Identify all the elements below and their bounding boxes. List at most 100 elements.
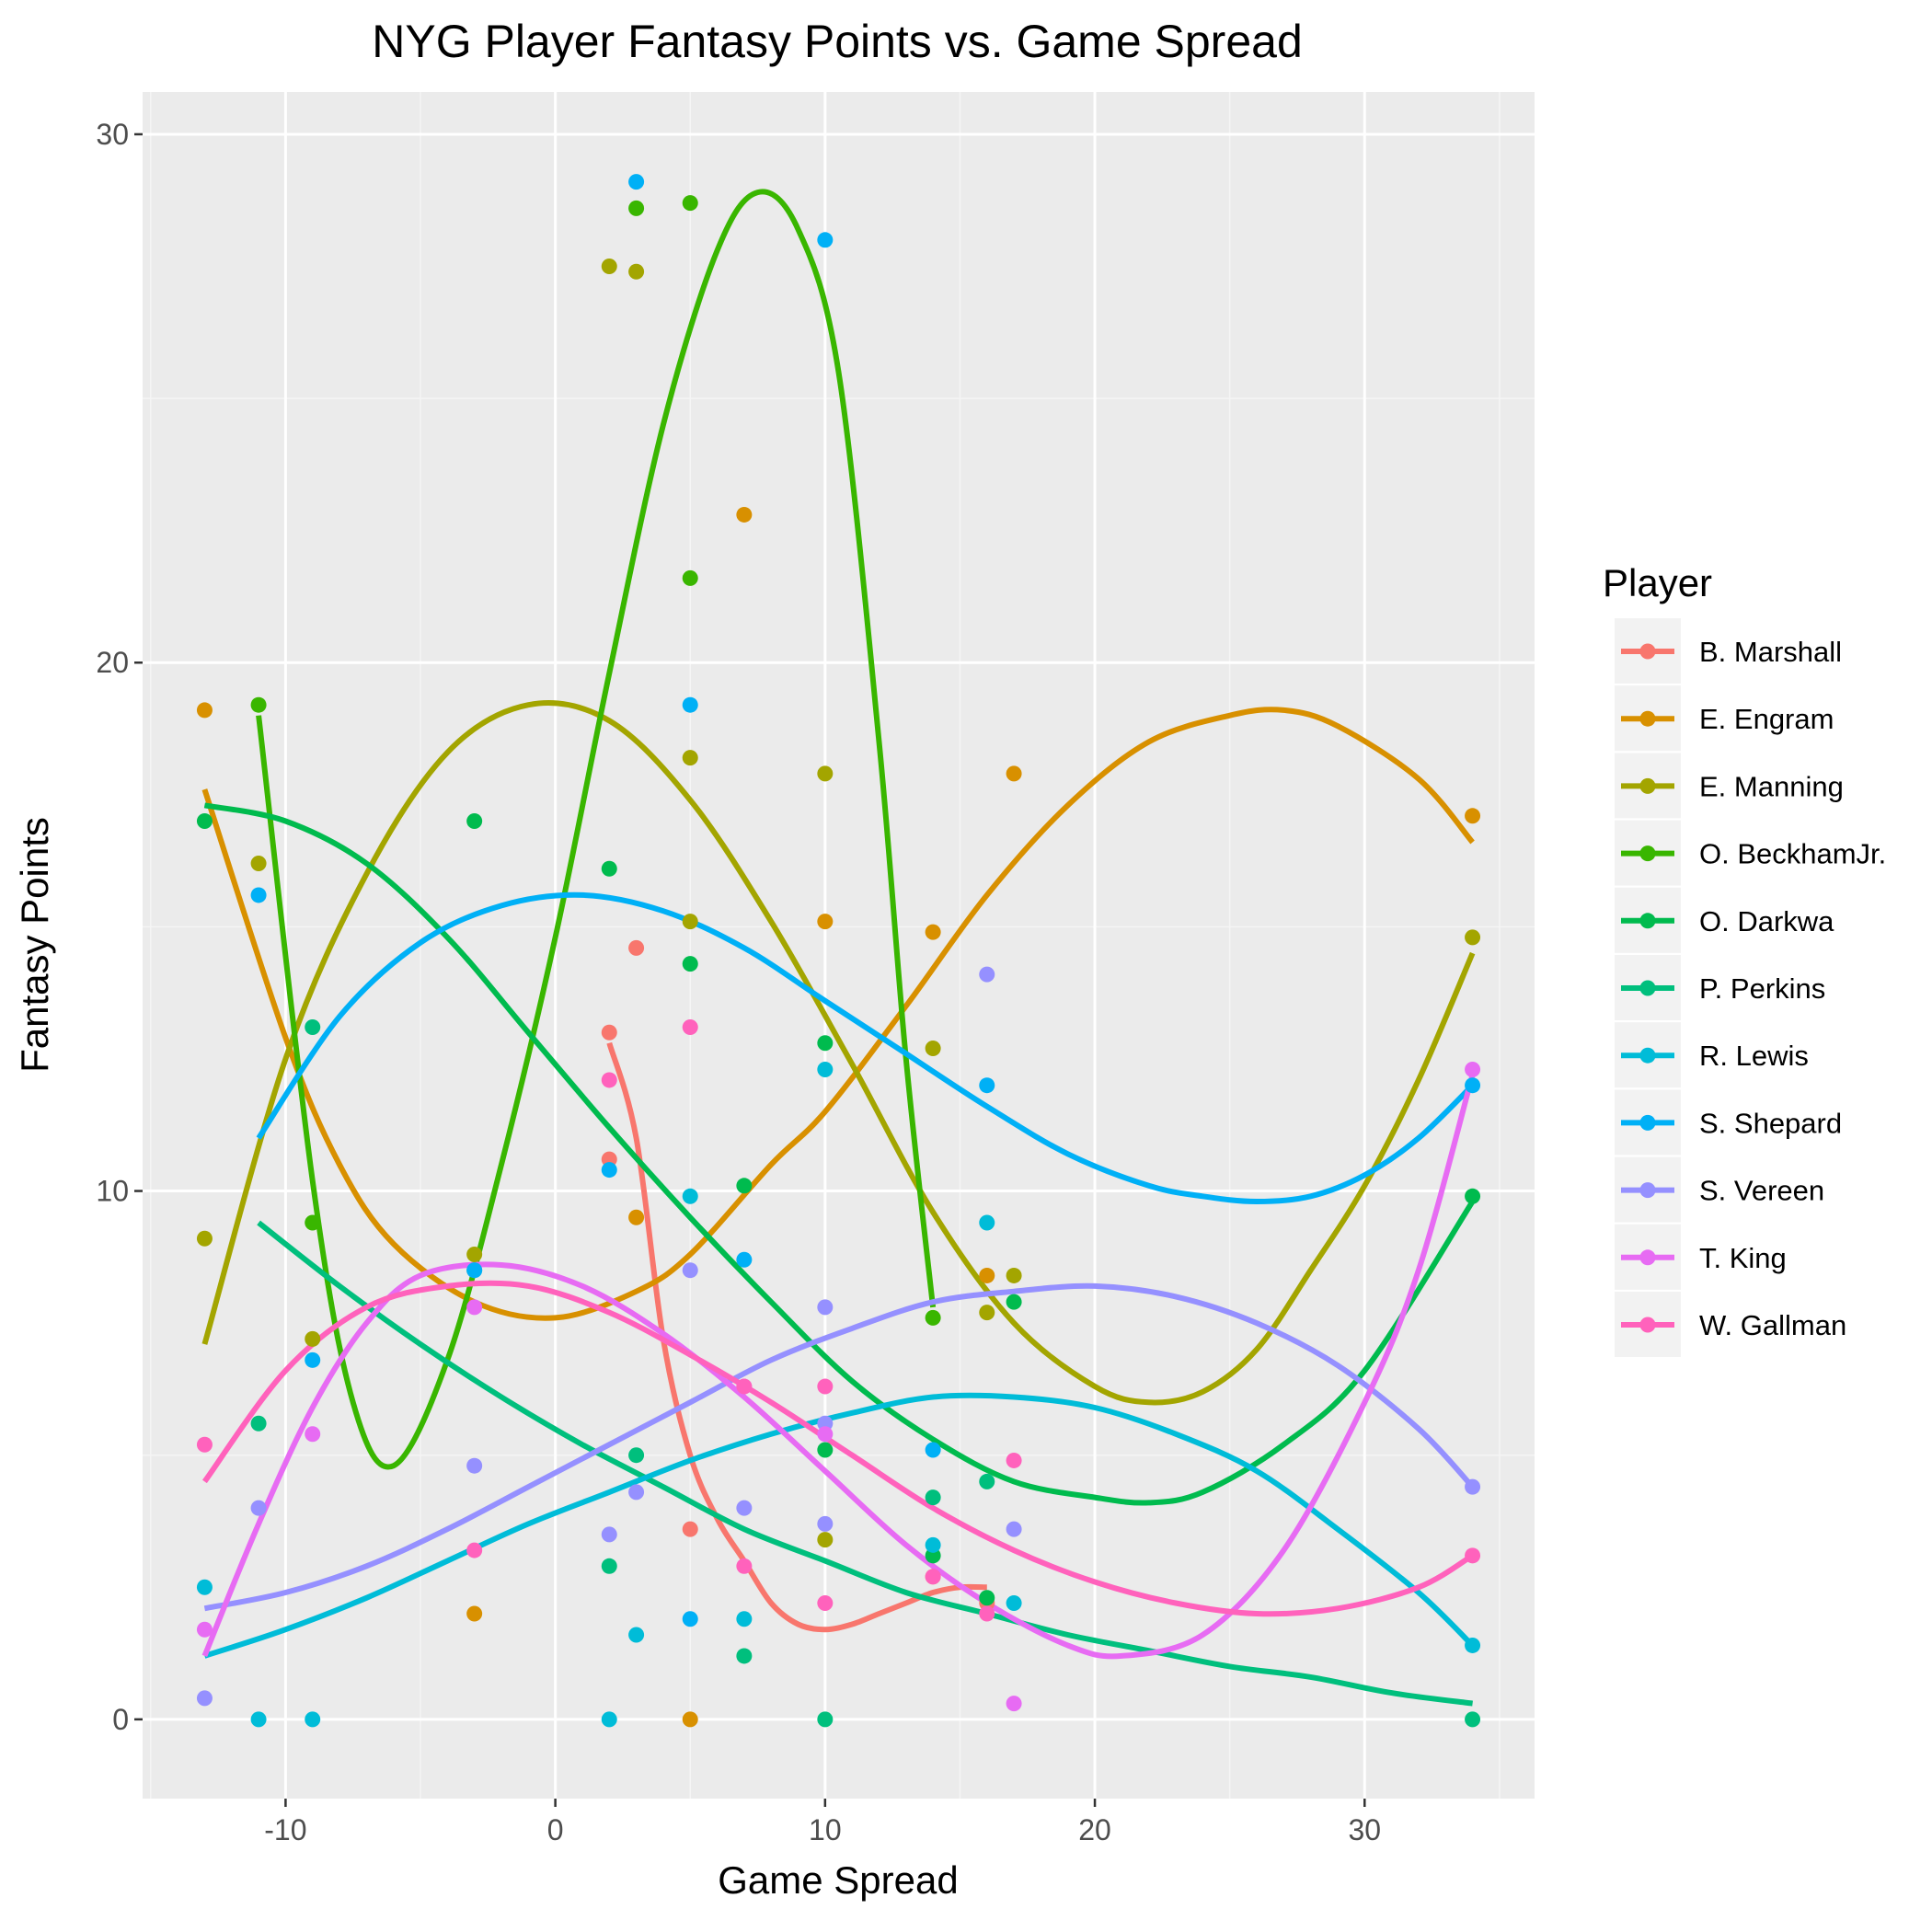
point-s-vereen — [250, 1500, 267, 1516]
point-e-manning — [817, 765, 834, 782]
point-r-lewis — [305, 1711, 321, 1728]
legend: Player B. Marshall E. Engram E. Manning O. … — [1603, 561, 1886, 1357]
point-p-perkins — [979, 1473, 995, 1489]
legend-item-w-gallman: W. Gallman — [1615, 1292, 1846, 1357]
data-points — [196, 174, 1481, 1728]
legend-key-point — [1639, 913, 1656, 929]
legend-key-point — [1639, 777, 1656, 794]
point-s-vereen — [466, 1457, 483, 1474]
curve-o-darkwa — [203, 802, 1476, 1506]
point-s-vereen — [817, 1515, 834, 1532]
point-o-beckhamjr — [925, 1309, 941, 1326]
point-o-darkwa — [817, 1442, 834, 1458]
legend-item-e-engram: E. Engram — [1615, 685, 1834, 752]
legend-item-o-beckhamjr: O. BeckhamJr. — [1615, 820, 1886, 886]
legend-key-point — [1639, 643, 1656, 660]
point-o-beckhamjr — [682, 195, 698, 212]
y-axis-title: Fantasy Points — [13, 817, 56, 1073]
point-s-vereen — [817, 1299, 834, 1316]
point-w-gallman — [817, 1378, 834, 1395]
point-w-gallman — [601, 1072, 617, 1088]
point-w-gallman — [1465, 1547, 1481, 1564]
legend-label: E. Engram — [1699, 703, 1834, 735]
legend-label: S. Shepard — [1699, 1107, 1842, 1139]
y-tick-label: 20 — [96, 646, 129, 679]
legend-title: Player — [1603, 561, 1712, 604]
point-b-marshall — [682, 1521, 698, 1537]
legend-label: P. Perkins — [1699, 972, 1825, 1005]
point-s-vereen — [196, 1690, 213, 1707]
point-p-perkins — [925, 1489, 941, 1506]
point-s-shepard — [628, 174, 645, 190]
curve-p-perkins — [257, 1220, 1473, 1707]
x-tick-label: -10 — [264, 1813, 306, 1846]
legend-key-point — [1639, 1114, 1656, 1131]
point-w-gallman — [817, 1595, 834, 1612]
legend-label: E. Manning — [1699, 770, 1844, 802]
point-e-manning — [196, 1230, 213, 1247]
point-o-darkwa — [979, 1590, 995, 1606]
point-e-manning — [601, 259, 617, 275]
point-e-engram — [925, 924, 941, 940]
point-r-lewis — [196, 1579, 213, 1595]
legend-key-point — [1639, 1182, 1656, 1199]
point-o-beckhamjr — [682, 569, 698, 586]
curve-e-manning — [201, 700, 1476, 1406]
point-w-gallman — [196, 1436, 213, 1453]
point-o-darkwa — [682, 956, 698, 972]
point-e-engram — [628, 1209, 645, 1225]
x-tick-label: 30 — [1348, 1813, 1381, 1846]
grid-major — [143, 92, 1535, 1799]
x-tick-label: 0 — [547, 1813, 564, 1846]
point-w-gallman — [736, 1378, 753, 1395]
curve-r-lewis — [203, 1392, 1475, 1659]
point-p-perkins — [250, 1415, 267, 1432]
legend-label: O. Darkwa — [1699, 905, 1834, 937]
point-s-shepard — [466, 1262, 483, 1279]
point-w-gallman — [979, 1605, 995, 1622]
point-o-beckhamjr — [250, 696, 267, 713]
point-s-shepard — [979, 1077, 995, 1094]
legend-item-s-vereen: S. Vereen — [1615, 1156, 1824, 1223]
x-tick-label: 10 — [809, 1813, 842, 1846]
point-p-perkins — [736, 1648, 753, 1664]
point-t-king — [466, 1299, 483, 1316]
point-o-darkwa — [466, 813, 483, 830]
point-p-perkins — [601, 1558, 617, 1574]
point-o-darkwa — [1006, 1294, 1022, 1310]
point-e-manning — [1006, 1267, 1022, 1283]
point-s-shepard — [817, 232, 834, 248]
x-axis-title: Game Spread — [718, 1858, 958, 1902]
point-s-vereen — [979, 966, 995, 983]
point-o-beckhamjr — [628, 200, 645, 216]
point-r-lewis — [736, 1611, 753, 1627]
y-tick-label: 0 — [112, 1703, 129, 1736]
curve-s-shepard — [256, 891, 1475, 1204]
point-e-engram — [682, 1711, 698, 1728]
point-o-beckhamjr — [305, 1214, 321, 1231]
plot-panel — [143, 92, 1535, 1799]
point-w-gallman — [1006, 1452, 1022, 1468]
curve-t-king — [201, 1074, 1476, 1660]
curve-s-vereen — [203, 1282, 1475, 1612]
legend-item-p-perkins: P. Perkins — [1615, 955, 1825, 1020]
legend-item-t-king: T. King — [1615, 1224, 1787, 1290]
point-b-marshall — [601, 1024, 617, 1041]
point-s-shepard — [250, 887, 267, 903]
point-r-lewis — [1006, 1595, 1022, 1612]
point-r-lewis — [628, 1627, 645, 1643]
point-s-shepard — [925, 1442, 941, 1458]
point-o-darkwa — [601, 860, 617, 877]
point-s-vereen — [628, 1484, 645, 1501]
point-e-manning — [979, 1305, 995, 1321]
x-tick-label: 20 — [1078, 1813, 1111, 1846]
point-t-king — [1006, 1696, 1022, 1712]
curve-e-engram — [201, 707, 1475, 1321]
point-o-darkwa — [196, 813, 213, 830]
point-e-engram — [196, 702, 213, 719]
point-o-darkwa — [817, 1035, 834, 1052]
legend-label: B. Marshall — [1699, 636, 1842, 668]
smooth-curves — [201, 189, 1476, 1707]
point-e-manning — [682, 750, 698, 766]
